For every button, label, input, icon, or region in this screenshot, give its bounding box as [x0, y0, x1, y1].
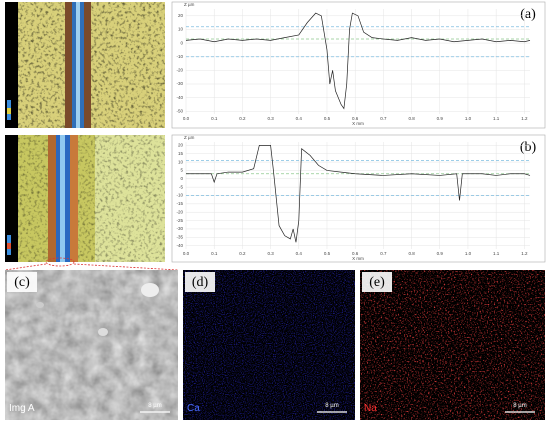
x-tick-label: 0.6 [352, 116, 359, 121]
image-a [5, 2, 165, 128]
x-axis-label: X mm [352, 121, 364, 126]
panel-label: (a) [520, 7, 536, 22]
image-b [5, 135, 165, 267]
y-tick-label: -25 [176, 218, 183, 223]
x-tick-label: 0.8 [408, 116, 415, 121]
x-tick-label: 0.0 [183, 251, 190, 256]
x-tick-label: 1.1 [493, 116, 500, 121]
x-axis-label: X mm [352, 256, 364, 261]
x-tick-label: 0.6 [352, 251, 359, 256]
y-tick-label: -15 [176, 201, 183, 206]
image-e: (e) Na 8 µm [360, 270, 545, 420]
y-tick-label: -35 [176, 234, 183, 239]
x-tick-label: 0.7 [380, 251, 387, 256]
y-tick-label: -40 [176, 95, 183, 100]
scale-bar-label: 8 µm [325, 403, 338, 409]
y-tick-label: -10 [176, 54, 183, 59]
x-tick-label: 0.9 [437, 116, 444, 121]
x-tick-label: 1.1 [493, 251, 500, 256]
panel-label: (c) [14, 275, 30, 290]
x-tick-label: 0.2 [239, 116, 246, 121]
x-tick-label: 1.2 [521, 116, 528, 121]
x-tick-label: 0.8 [408, 251, 415, 256]
x-tick-label: 0.1 [211, 116, 218, 121]
x-tick-label: 0.5 [324, 116, 331, 121]
panel-label: (e) [369, 275, 385, 290]
y-tick-label: -40 [176, 243, 183, 248]
x-tick-label: 0.4 [296, 251, 303, 256]
y-tick-label: -30 [176, 81, 183, 86]
y-tick-label: 5 [180, 168, 183, 173]
y-tick-label: -20 [176, 68, 183, 73]
image-c: (c) Img A 8 µm [5, 270, 178, 420]
x-tick-label: 0.7 [380, 116, 387, 121]
image-d: (d) Ca 8 µm [183, 270, 355, 420]
x-tick-label: 0.5 [324, 251, 331, 256]
y-tick-label: 20 [178, 13, 184, 18]
y-tick-label: 0 [180, 40, 183, 45]
data-line [186, 144, 531, 243]
x-tick-label: 0.1 [211, 251, 218, 256]
caption: Na [364, 403, 377, 414]
y-tick-label: -50 [176, 108, 183, 113]
y-tick-label: 10 [178, 27, 184, 32]
x-tick-label: 0.9 [437, 251, 444, 256]
y-axis-label: Z µm [184, 135, 195, 140]
y-tick-label: -30 [176, 226, 183, 231]
y-tick-label: -5 [179, 184, 183, 189]
y-tick-label: 0 [180, 176, 183, 181]
scale-bar-label: 8 µm [148, 403, 161, 409]
y-tick-label: 15 [178, 151, 184, 156]
x-tick-label: 0.0 [183, 116, 190, 121]
x-tick-label: 0.3 [267, 251, 274, 256]
scale-bar-label: 8 µm [513, 403, 526, 409]
y-tick-label: 20 [178, 143, 184, 148]
caption: Img A [9, 403, 35, 414]
data-line [185, 12, 531, 110]
chart-frame [171, 134, 546, 263]
x-tick-label: 0.2 [239, 251, 246, 256]
caption: Ca [187, 403, 200, 414]
y-tick-label: -10 [176, 193, 183, 198]
x-tick-label: 1.2 [521, 251, 528, 256]
chart-frame [171, 1, 546, 129]
y-tick-label: -20 [176, 209, 183, 214]
y-axis-label: Z µm [184, 2, 195, 7]
x-tick-label: 0.3 [267, 116, 274, 121]
x-tick-label: 0.4 [296, 116, 303, 121]
panel-label: (b) [520, 140, 537, 155]
y-tick-label: 10 [178, 159, 184, 164]
x-tick-label: 1.0 [465, 116, 472, 121]
panel-label: (d) [192, 275, 209, 290]
x-tick-label: 1.0 [465, 251, 472, 256]
